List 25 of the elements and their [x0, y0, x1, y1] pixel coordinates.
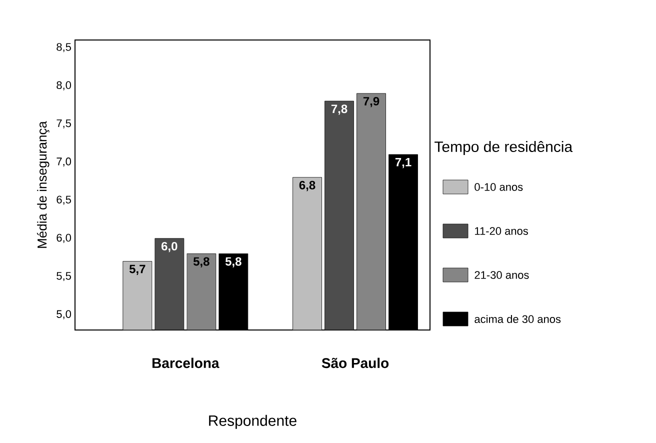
legend-label: 21-30 anos	[474, 271, 529, 279]
x-axis-title: Respondente	[209, 414, 296, 429]
legend-title: Tempo de residência	[434, 140, 573, 155]
y-tick-label: 7,5	[56, 119, 71, 128]
legend-label: acima de 30 anos	[474, 314, 561, 324]
y-tick-label: 5,5	[56, 272, 71, 282]
data-label: 5,8	[193, 257, 210, 268]
data-label: 5,8	[225, 257, 242, 268]
y-tick-label: 8,0	[56, 81, 72, 90]
y-tick-label: 6,5	[56, 196, 71, 205]
y-axis-title: Média de insegurança	[36, 121, 50, 248]
y-tick-label: 6,0	[56, 234, 72, 243]
legend-label: 11-20 anos	[475, 227, 528, 235]
data-label: 6,8	[299, 180, 316, 192]
x-tick-label: São Paulo	[322, 358, 389, 368]
data-label: 7,8	[331, 104, 348, 115]
legend-label: 0-10 anos	[474, 183, 523, 191]
data-label: 7,9	[363, 96, 380, 108]
data-label: 5,7	[129, 264, 146, 275]
data-label: 7,1	[395, 158, 412, 168]
y-tick-label: 8,5	[56, 43, 71, 52]
data-label: 6,0	[162, 242, 178, 252]
y-tick-label: 5,0	[56, 310, 72, 320]
y-tick-label: 7,0	[56, 158, 72, 167]
x-tick-label: Barcelona	[152, 358, 220, 368]
